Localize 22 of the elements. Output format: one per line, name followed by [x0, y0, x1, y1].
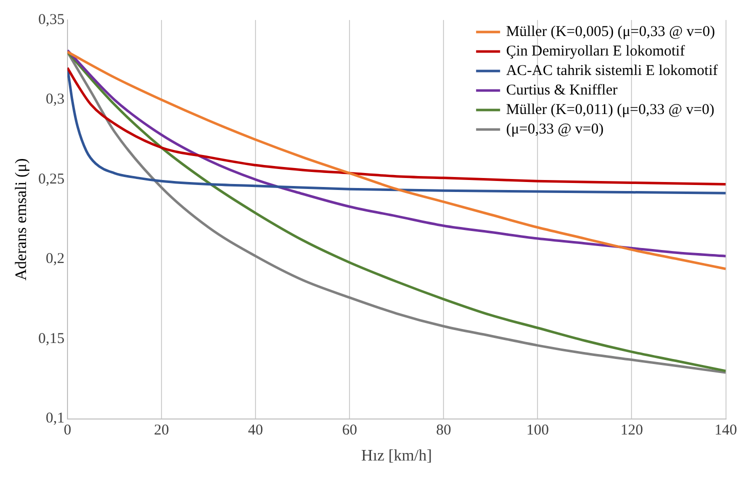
y-tick-label: 0,35 — [38, 12, 64, 28]
legend-label: Curtius & Kniffler — [506, 82, 618, 98]
legend-label: AC-AC tahrik sistemli E lokomotif — [506, 62, 718, 79]
x-tick-label: 100 — [526, 422, 549, 439]
legend-label: Müller (K=0,011) (μ=0,33 @ v=0) — [506, 102, 714, 118]
x-tick-label: 40 — [248, 422, 264, 439]
x-tick-label: 120 — [620, 422, 643, 439]
x-tick-label: 80 — [436, 422, 452, 439]
legend-label: Çin Demiryolları E lokomotif — [506, 43, 685, 60]
x-tick-label: 140 — [714, 422, 737, 439]
y-tick-label: 0,1 — [46, 410, 64, 427]
y-tick-label: 0,15 — [38, 330, 64, 347]
x-tick-label: 20 — [154, 422, 169, 439]
x-tick-label: 0 — [64, 422, 72, 439]
y-axis-title: Aderans emsali (μ) — [12, 158, 30, 281]
x-tick-label: 60 — [342, 422, 358, 439]
legend-label: (μ=0,33 @ v=0) — [506, 121, 604, 138]
legend-label: Müller (K=0,005) (μ=0,33 @ v=0) — [506, 24, 715, 40]
y-tick-label: 0,3 — [46, 92, 64, 108]
y-tick-label: 0,25 — [38, 171, 64, 188]
x-axis-title: Hız [km/h] — [361, 448, 432, 465]
y-tick-label: 0,2 — [46, 251, 64, 268]
